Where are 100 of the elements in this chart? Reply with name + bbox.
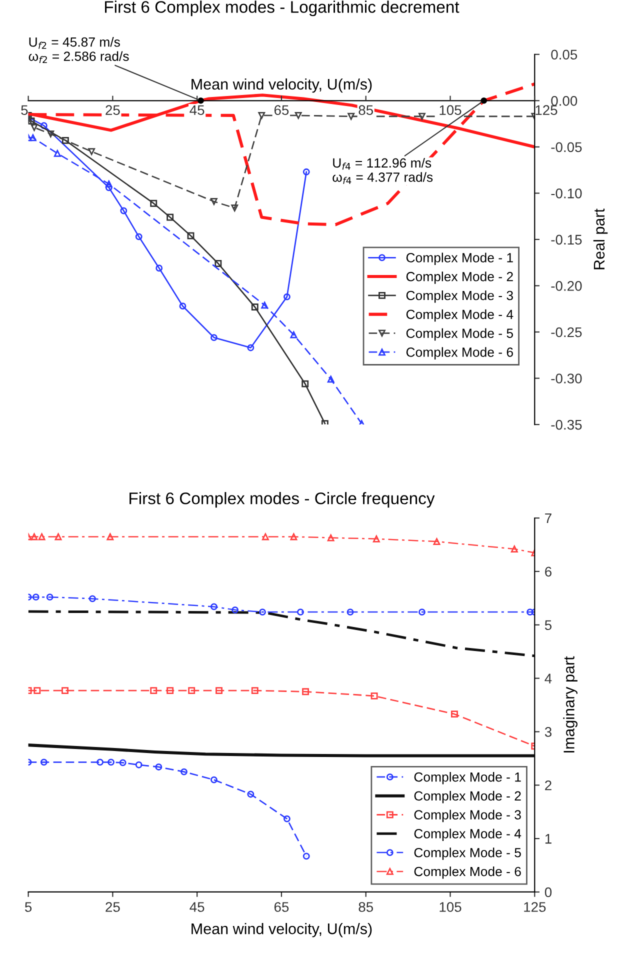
point — [135, 761, 142, 768]
point — [258, 112, 266, 119]
x-tick-label: 65 — [274, 105, 289, 116]
point — [216, 687, 222, 694]
y-tick-label: -0.25 — [551, 327, 582, 338]
point — [232, 606, 239, 614]
point — [283, 815, 290, 822]
annotation: U$_{f4}$ = 112.96 m/s ω$_{f4}$ = 4.377 rad/s — [332, 158, 433, 184]
y-tick-label: 0 — [544, 887, 552, 898]
point — [166, 214, 174, 221]
point — [214, 260, 222, 267]
point — [302, 168, 310, 176]
point — [302, 688, 309, 696]
x-tick-label: 25 — [106, 105, 120, 116]
point — [32, 594, 40, 601]
point — [28, 118, 35, 124]
legend-label: Complex Mode - 4 — [414, 828, 522, 841]
point — [106, 533, 114, 540]
x-tick-label: 125 — [536, 105, 558, 116]
x-tick-label: 5 — [25, 902, 32, 912]
legend-label: Complex Mode - 5 — [414, 848, 521, 860]
point — [302, 852, 310, 860]
point — [38, 533, 46, 540]
point — [210, 198, 218, 205]
point — [120, 207, 128, 214]
point — [40, 122, 48, 130]
point — [433, 538, 440, 545]
x-axis-title: Mean wind velocity, U(m/s) — [192, 78, 372, 93]
point — [290, 533, 298, 540]
x-axis-title: Mean wind velocity, U(m/s) — [192, 922, 372, 938]
point — [54, 150, 61, 157]
point — [294, 112, 302, 119]
legend-label: Complex Mode - 3 — [414, 810, 521, 822]
point — [418, 112, 426, 120]
point — [526, 608, 534, 616]
y-tick-label: -0.35 — [551, 420, 582, 430]
point — [150, 200, 158, 207]
point — [105, 180, 112, 188]
point — [62, 136, 69, 144]
point — [30, 533, 38, 540]
chart-title: First 6 Complex modes - Circle frequency — [130, 492, 435, 508]
line-series — [28, 744, 535, 758]
point — [210, 776, 218, 784]
point — [88, 595, 96, 602]
point — [34, 687, 41, 694]
point — [62, 687, 68, 694]
x-tick-label: 5 — [21, 105, 28, 116]
y-tick-label: -0.30 — [551, 374, 582, 384]
point — [451, 710, 458, 718]
legend-label: Complex Mode - 2 — [414, 790, 521, 804]
y-tick-label: 3 — [544, 727, 552, 737]
point — [187, 232, 194, 240]
point — [166, 687, 174, 694]
y-axis-title: Real part — [593, 208, 608, 270]
x-tick-label: 105 — [440, 902, 462, 912]
x-tick-label: 25 — [106, 902, 120, 912]
point — [251, 304, 258, 310]
point — [283, 293, 290, 300]
legend-label: Complex Mode - 1 — [414, 772, 521, 784]
point — [40, 758, 48, 766]
point — [179, 302, 186, 310]
y-tick-label: 6 — [545, 566, 552, 577]
chart-title: First 6 Complex modes - Logarithmic decrement — [105, 0, 460, 16]
x-tick-label: 85 — [358, 902, 374, 912]
point — [135, 233, 142, 240]
x-tick-label: 45 — [190, 902, 204, 912]
y-tick-label: 4 — [544, 674, 552, 684]
y-tick-label: -0.15 — [551, 234, 582, 245]
point — [54, 533, 62, 540]
point — [259, 608, 266, 616]
point — [372, 535, 380, 542]
point — [510, 546, 518, 552]
y-tick-label: -0.10 — [551, 188, 582, 198]
point — [251, 687, 258, 694]
point — [247, 344, 254, 352]
legend-label: Complex Mode - 6 — [414, 866, 521, 879]
legend-label: Complex Mode - 4 — [406, 309, 514, 322]
point — [418, 608, 426, 616]
y-tick-label: 1 — [545, 834, 552, 844]
point — [261, 302, 268, 309]
point — [108, 758, 114, 766]
point — [346, 608, 354, 616]
y-tick-label: 7 — [545, 514, 552, 524]
y-tick-label: 5 — [544, 620, 552, 630]
x-tick-label: 105 — [440, 105, 462, 116]
point — [88, 148, 96, 156]
legend-label: Complex Mode - 1 — [406, 252, 513, 265]
point — [348, 112, 355, 120]
point — [302, 380, 309, 388]
point — [210, 334, 218, 342]
point — [119, 759, 126, 766]
point — [46, 594, 54, 601]
point — [262, 533, 269, 540]
point — [370, 692, 378, 700]
point — [155, 764, 162, 770]
point — [96, 758, 104, 766]
point — [210, 603, 218, 610]
legend-label: Complex Mode - 5 — [406, 328, 513, 341]
point — [231, 204, 238, 212]
x-tick-label: 45 — [190, 105, 204, 116]
